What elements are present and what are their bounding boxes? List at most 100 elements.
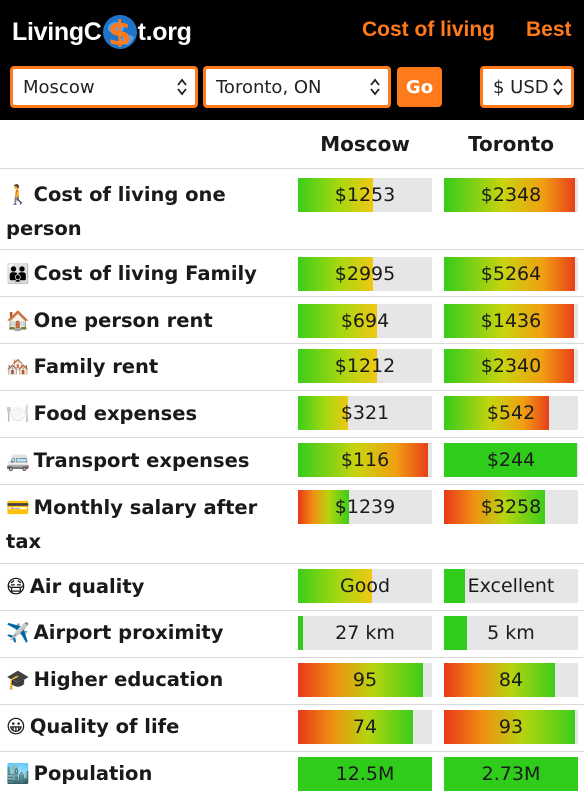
- city2-bar-fill: [444, 490, 545, 524]
- city2-bar-fill: [444, 757, 578, 791]
- city1-value-text: 12.5M: [335, 763, 395, 785]
- city1-bar-fill: [298, 349, 378, 383]
- city1-value-bar: $321: [298, 396, 432, 430]
- city1-value-bar: $2995: [298, 257, 432, 291]
- currency-value: $ USD: [493, 76, 549, 98]
- row-label-text: Transport expenses: [33, 449, 250, 472]
- city1-bar-fill: [298, 178, 374, 212]
- city2-value-bar: 5 km: [444, 616, 578, 650]
- currency-select[interactable]: $ USD: [480, 66, 574, 108]
- row-label[interactable]: 🎓 Higher education: [6, 663, 290, 697]
- city1-value-text: $2995: [334, 263, 396, 285]
- table-row: 🏘️ Family rent $1212 $2340: [0, 343, 584, 390]
- city2-bar-fill: [444, 178, 576, 212]
- row-label[interactable]: 🚐 Transport expenses: [6, 444, 290, 478]
- row-label[interactable]: 😷 Air quality: [6, 570, 290, 604]
- row-label-text: Air quality: [29, 575, 145, 598]
- city2-value-bar: $2340: [444, 349, 578, 383]
- row-label-text: Family rent: [33, 355, 159, 378]
- city2-value-text: 5 km: [487, 622, 535, 644]
- plate-icon: 🍽️: [6, 403, 30, 425]
- city2-bar-fill: [444, 616, 467, 650]
- row-label[interactable]: 🏘️ Family rent: [6, 350, 290, 384]
- city2-bar-fill: [444, 257, 576, 291]
- city1-bar-fill: [298, 304, 378, 338]
- city1-value-text: $1212: [334, 355, 396, 377]
- city1-value-text: $1253: [334, 184, 396, 206]
- city1-bar-fill: [298, 616, 304, 650]
- city2-bar-fill: [444, 349, 574, 383]
- table-row: 💳 Monthly salary after tax $1239 $3258: [0, 484, 584, 563]
- city1-value: Moscow: [23, 76, 95, 98]
- table-row: 😀 Quality of life 74 93: [0, 704, 584, 751]
- city1-value-bar: 27 km: [298, 616, 432, 650]
- city2-value-bar: 2.73M: [444, 757, 578, 791]
- column-header-city2[interactable]: Toronto: [468, 132, 554, 156]
- select-arrows-icon: [370, 78, 380, 96]
- city2-bar-fill: [444, 443, 577, 477]
- city2-value-bar: 84: [444, 663, 578, 697]
- row-label[interactable]: 👪 Cost of living Family: [6, 257, 290, 291]
- city1-value-text: 74: [352, 716, 378, 738]
- city1-value-bar: Good: [298, 569, 432, 603]
- row-label-text: Population: [33, 762, 153, 785]
- city2-bar-fill: [444, 396, 549, 430]
- city2-bar-fill: [444, 710, 576, 744]
- globe-dollar-icon: $: [102, 15, 137, 49]
- houses-icon: 🏘️: [6, 356, 30, 378]
- city2-bar-fill: [444, 663, 556, 697]
- city1-bar-fill: [298, 569, 372, 603]
- city1-value-text: 27 km: [335, 622, 395, 644]
- nav-best[interactable]: Best: [526, 18, 572, 41]
- select-arrows-icon: [177, 78, 187, 96]
- row-label-text: Monthly salary after tax: [6, 496, 258, 553]
- city2-value-text: 2.73M: [481, 763, 541, 785]
- city1-value-bar: 74: [298, 710, 432, 744]
- logo-text-right: t.org: [137, 17, 192, 46]
- row-label-text: Quality of life: [29, 715, 180, 738]
- city1-select[interactable]: Moscow: [10, 66, 198, 108]
- nav-cost-of-living[interactable]: Cost of living: [362, 18, 495, 41]
- column-header-city1[interactable]: Moscow: [320, 132, 410, 156]
- city2-value-text: Excellent: [467, 575, 555, 597]
- table-row: 🚶 Cost of living one person $1253 $2348: [0, 168, 584, 249]
- table-row: 🏠 One person rent $694 $1436: [0, 296, 584, 343]
- city2-value-bar: $1436: [444, 304, 578, 338]
- row-label[interactable]: 🏠 One person rent: [6, 304, 290, 338]
- row-label-text: Food expenses: [33, 402, 198, 425]
- site-header: LivingC $ t.org Cost of living Best Mosc…: [0, 0, 584, 120]
- city2-bar-fill: [444, 304, 574, 338]
- city1-bar-fill: [298, 757, 432, 791]
- city2-value-text: $542: [486, 402, 536, 424]
- row-label[interactable]: 🚶 Cost of living one person: [6, 178, 290, 245]
- city2-value-text: $5264: [480, 263, 542, 285]
- card-icon: 💳: [6, 497, 30, 519]
- city1-value-bar: $1253: [298, 178, 432, 212]
- house-icon: 🏠: [6, 310, 30, 332]
- row-label[interactable]: ✈️ Airport proximity: [6, 616, 290, 650]
- city1-bar-fill: [298, 257, 374, 291]
- row-label[interactable]: 🍽️ Food expenses: [6, 397, 290, 431]
- smile-icon: 😀: [6, 716, 26, 738]
- select-arrows-icon: [553, 78, 563, 96]
- mask-face-icon: 😷: [6, 576, 26, 598]
- city1-bar-fill: [298, 710, 414, 744]
- row-label[interactable]: 🏙️ Population: [6, 757, 290, 791]
- city2-value-text: $1436: [480, 310, 542, 332]
- city2-value-text: $3258: [480, 496, 542, 518]
- city1-value-bar: 95: [298, 663, 432, 697]
- city2-select[interactable]: Toronto, ON: [203, 66, 391, 108]
- row-label[interactable]: 😀 Quality of life: [6, 710, 290, 744]
- city1-value-bar: $694: [298, 304, 432, 338]
- go-button[interactable]: Go: [397, 67, 442, 107]
- row-label-text: Higher education: [33, 668, 224, 691]
- site-logo[interactable]: LivingC $ t.org: [12, 14, 192, 50]
- city1-value-text: $321: [340, 402, 390, 424]
- table-row: 🍽️ Food expenses $321 $542: [0, 390, 584, 437]
- table-row: 😷 Air quality Good Excellent: [0, 563, 584, 610]
- city2-value-bar: Excellent: [444, 569, 578, 603]
- person-walking-icon: 🚶: [6, 184, 30, 206]
- city1-bar-fill: [298, 396, 348, 430]
- airplane-icon: ✈️: [6, 622, 30, 644]
- row-label[interactable]: 💳 Monthly salary after tax: [6, 491, 290, 558]
